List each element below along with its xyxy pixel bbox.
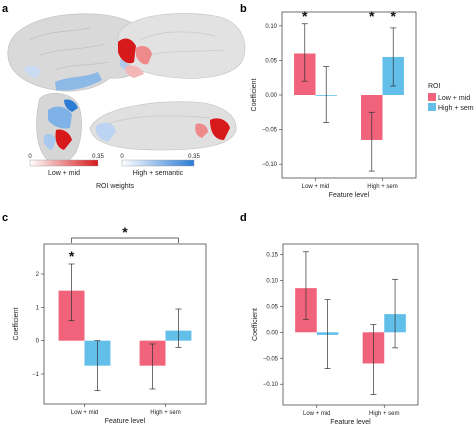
y-tick-label: 0.00 — [265, 93, 277, 99]
y-tick-label: 0.15 — [266, 252, 278, 258]
significance-star: * — [390, 8, 396, 24]
panel-b-chart: b 0.10 0.05 0.00 −0.05 −0.10 Low + mid High + … — [240, 3, 417, 199]
y-tick-label: −0.05 — [263, 356, 279, 362]
x-tick-label: High + sem — [369, 411, 400, 417]
x-axis-label: Feature level — [330, 419, 371, 426]
legend-swatch-low-mid — [428, 93, 436, 101]
bracket-star: * — [122, 224, 128, 240]
y-tick-label: 1 — [36, 305, 40, 311]
y-tick-label: −0.05 — [262, 128, 278, 134]
colorbar-high-max: 0.35 — [188, 154, 200, 160]
significance-star: * — [69, 248, 75, 264]
panel-d-chart: d 0.15 0.10 0.05 0.00 −0.05 −0.10 Low + mid Hig… — [240, 212, 419, 426]
colorbar-high-min: 0 — [120, 154, 124, 160]
y-tick-label: 0.10 — [266, 278, 278, 284]
y-tick-label: 0.05 — [265, 58, 277, 64]
x-tick-label: High + sem — [150, 410, 181, 416]
y-axis-label: Coefficient — [13, 307, 20, 340]
significance-star: * — [369, 8, 375, 24]
colorbar-low-label: Low + mid — [48, 170, 80, 177]
panel-d-letter: d — [240, 212, 247, 224]
y-tick-label: −0.10 — [263, 382, 279, 388]
x-tick-label: High + sem — [367, 184, 398, 190]
x-axis-label: Feature level — [105, 418, 146, 425]
roi-legend: ROI Low + mid High + sem — [428, 83, 474, 112]
y-tick-label: 2 — [36, 272, 40, 278]
significance-star: * — [302, 8, 308, 24]
brain-medial-view — [117, 13, 246, 79]
legend-title: ROI — [428, 83, 441, 90]
brain-ventral-view — [36, 92, 82, 165]
colorbar-low-min: 0 — [28, 154, 32, 160]
y-tick-label: 0.10 — [265, 24, 277, 30]
panel-c-letter: c — [2, 212, 8, 224]
x-tick-label: Low + mid — [71, 410, 99, 416]
x-tick-label: Low + mid — [303, 411, 331, 417]
y-tick-label: −0.10 — [262, 162, 278, 168]
legend-label-high-sem: High + sem — [438, 105, 474, 112]
panel-b-letter: b — [240, 3, 247, 15]
panel-c-chart: c 2 1 0 −1 Low + mid High + sem Feature level C… — [2, 212, 207, 425]
y-tick-label: −1 — [32, 372, 40, 378]
legend-swatch-high-sem — [428, 103, 436, 111]
brain-inferior-view — [89, 101, 237, 151]
y-tick-label: 0 — [36, 339, 40, 345]
significance-bracket — [71, 237, 179, 243]
y-axis-label: Coefficient — [251, 78, 258, 111]
legend-label-low-mid: Low + mid — [438, 95, 470, 102]
y-axis-label: Coefficient — [252, 308, 259, 341]
colorbar-low-mid — [29, 159, 99, 167]
y-tick-label: 0.05 — [266, 304, 278, 310]
plot-frame — [43, 243, 207, 405]
colorbar-caption: ROI weights — [96, 183, 135, 190]
y-tick-label: 0.00 — [266, 330, 278, 336]
x-tick-label: Low + mid — [302, 184, 330, 190]
x-axis-label: Feature level — [329, 192, 370, 199]
colorbar-high-label: High + semantic — [133, 170, 184, 177]
colorbar-high-semantic — [121, 159, 195, 167]
panel-a-letter: a — [2, 3, 9, 15]
plot-frame — [282, 243, 419, 406]
colorbar-low-max: 0.35 — [92, 154, 104, 160]
